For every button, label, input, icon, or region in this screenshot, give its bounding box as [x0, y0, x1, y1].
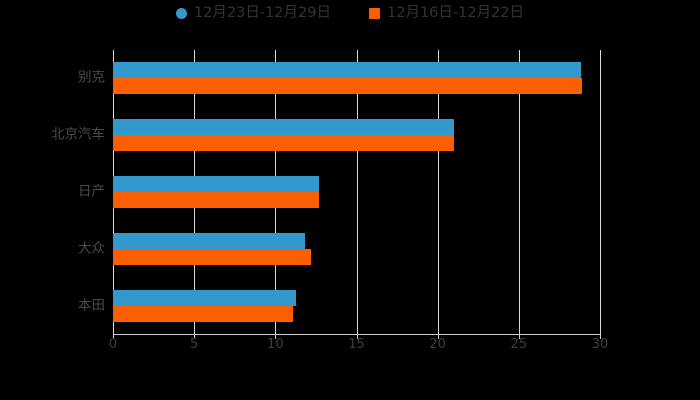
bar-1-0[interactable]	[113, 119, 454, 136]
chart-legend: 12月23日-12月29日 12月16日-12月22日	[0, 6, 700, 21]
x-tick-mark-20	[437, 334, 439, 339]
bar-4-1[interactable]	[113, 305, 294, 322]
bar-0-1[interactable]	[113, 78, 583, 95]
legend-marker-circle-icon	[175, 7, 187, 19]
y-axis-label-4: 本田	[78, 296, 105, 313]
x-tick-mark-25	[518, 334, 520, 339]
x-tick-mark-5	[194, 334, 196, 339]
x-tick-mark-30	[600, 334, 601, 339]
y-axis-label-0: 别克	[78, 69, 105, 86]
bar-3-1[interactable]	[113, 248, 312, 265]
y-axis-label-1: 北京汽车	[51, 126, 105, 143]
y-axis-label-2: 日产	[78, 183, 105, 200]
x-tick-label-25: 25	[510, 337, 528, 352]
legend-label-0: 12月23日-12月29日	[193, 5, 331, 21]
y-axis-label-3: 大众	[78, 240, 105, 257]
x-tick-mark-0	[113, 334, 114, 339]
bar-1-1[interactable]	[113, 135, 454, 152]
x-tick-label-5: 5	[190, 337, 199, 352]
x-tick-label-30: 30	[591, 337, 609, 352]
legend-item-1[interactable]: 12月16日-12月22日	[369, 6, 524, 21]
bar-4-0[interactable]	[113, 289, 297, 306]
gridline-x-30	[600, 50, 601, 334]
x-tick-label-20: 20	[429, 337, 446, 352]
gridline-x-15	[356, 50, 358, 334]
plot-area	[113, 50, 601, 334]
gridline-x-20	[437, 50, 439, 334]
bar-3-0[interactable]	[113, 232, 305, 249]
bar-2-0[interactable]	[113, 176, 320, 192]
x-tick-label-10: 10	[267, 337, 284, 352]
x-tick-label-0: 0	[108, 337, 118, 352]
legend-item-0[interactable]: 12月23日-12月29日	[175, 5, 331, 21]
x-tick-label-15: 15	[348, 337, 365, 352]
y-axis-labels: 别克北京汽车日产大众本田	[0, 0, 105, 400]
gridline-x-25	[518, 50, 520, 334]
bar-0-0[interactable]	[113, 62, 581, 79]
legend-label-1: 12月16日-12月22日	[387, 5, 525, 21]
x-tick-mark-10	[275, 334, 277, 339]
x-tick-mark-15	[356, 334, 358, 339]
bar-2-1[interactable]	[113, 192, 320, 208]
legend-marker-square-icon	[369, 7, 380, 19]
